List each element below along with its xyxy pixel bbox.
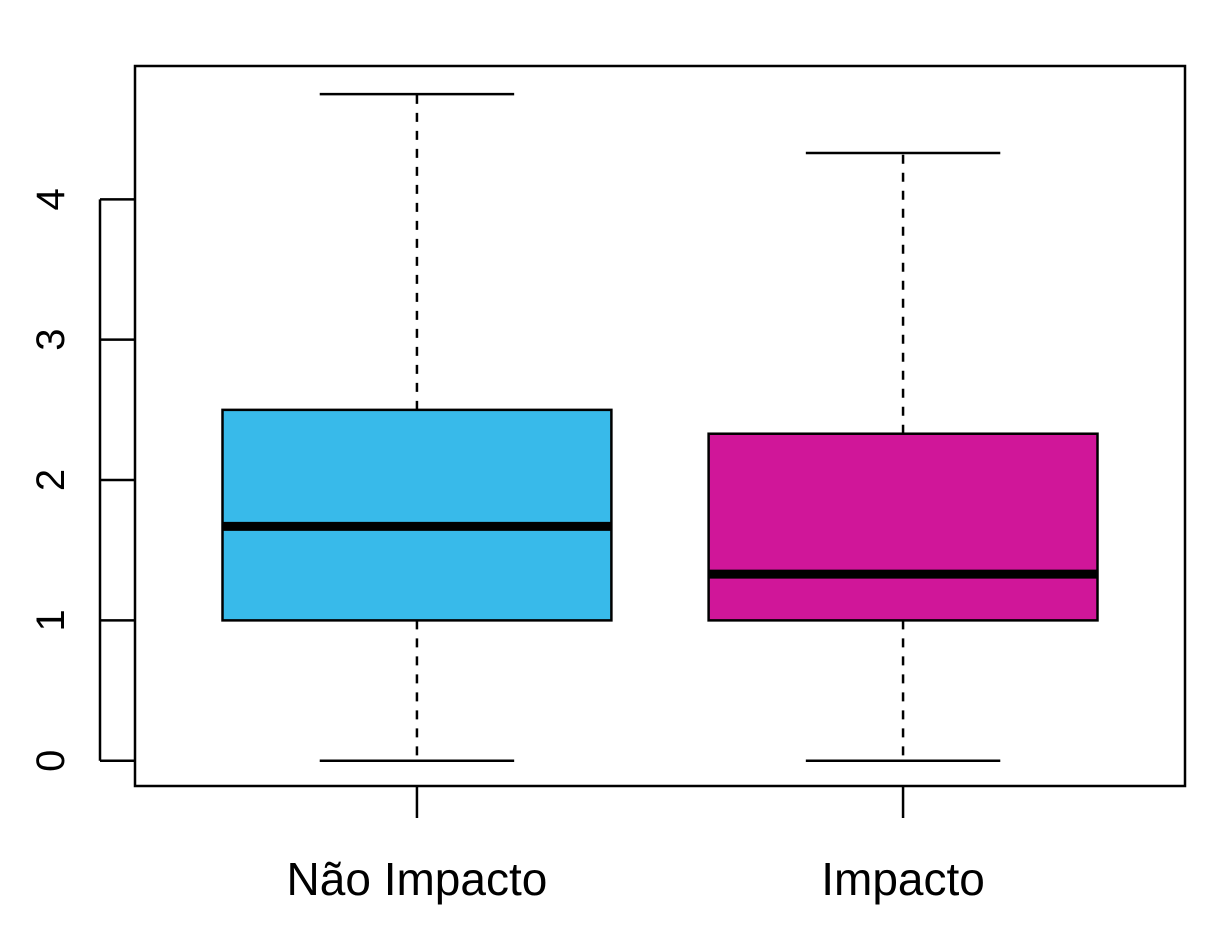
iqr-box (221, 408, 613, 622)
box-group (707, 151, 1099, 762)
y-tick-label: 0 (29, 750, 73, 772)
iqr-box (707, 432, 1099, 622)
boxes (221, 92, 1099, 762)
y-tick-label: 4 (29, 188, 73, 210)
plot-frame (133, 64, 1187, 788)
x-category-label: Impacto (821, 853, 985, 905)
y-tick-label: 3 (29, 329, 73, 351)
y-tick-label: 1 (29, 609, 73, 631)
x-axis: Não Impacto Impacto (287, 786, 985, 905)
x-category-label: Não Impacto (287, 853, 548, 905)
y-tick-label: 2 (29, 469, 73, 491)
y-axis: 0 1 2 3 4 (29, 188, 135, 772)
box-group (221, 92, 613, 762)
